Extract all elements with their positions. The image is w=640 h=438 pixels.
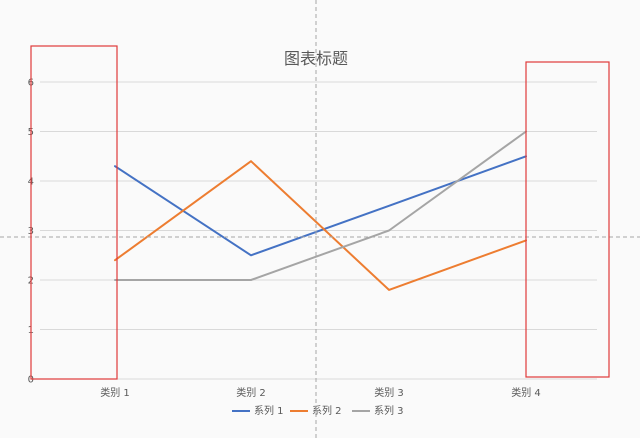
legend: 系列 1 系列 2 系列 3 — [232, 404, 404, 417]
x-axis: 类别 1 类别 2 类别 3 类别 4 — [100, 386, 541, 399]
x-tick-label: 类别 2 — [236, 386, 266, 399]
highlight-box-right — [525, 61, 610, 378]
highlight-box-left — [30, 45, 118, 380]
legend-label-2: 系列 2 — [312, 404, 342, 417]
series-lines — [114, 130, 527, 291]
legend-label-1: 系列 1 — [254, 404, 284, 417]
y-tick-label: 0 — [28, 375, 34, 386]
x-tick-label: 类别 3 — [374, 386, 404, 399]
series-line-3 — [114, 130, 527, 281]
legend-label-3: 系列 3 — [374, 404, 404, 417]
series-line-2 — [114, 160, 527, 291]
x-tick-label: 类别 1 — [100, 386, 130, 399]
series-line-1 — [114, 155, 527, 257]
x-tick-label: 类别 4 — [511, 386, 541, 399]
